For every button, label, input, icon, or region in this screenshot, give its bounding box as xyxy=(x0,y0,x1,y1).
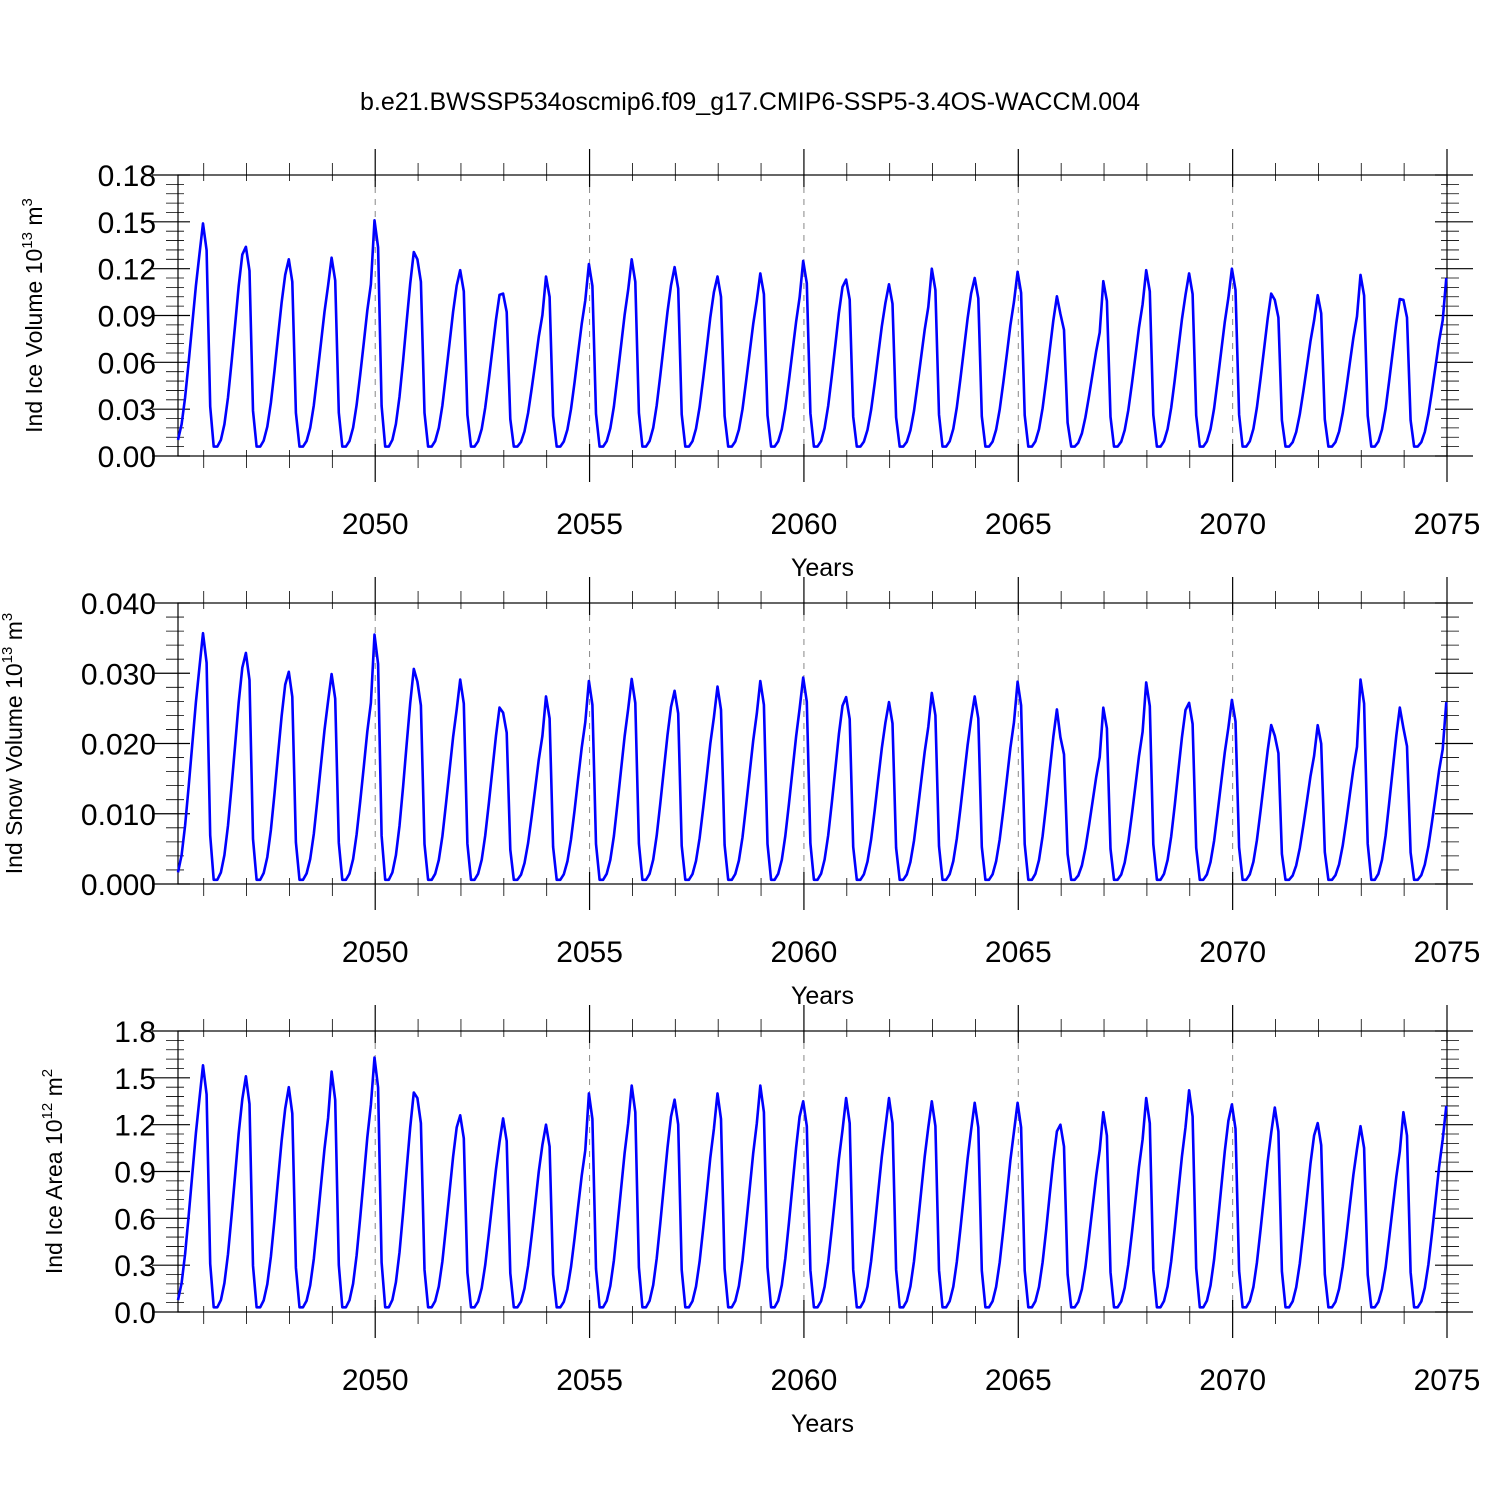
y-axis-label: Ind Ice Area 1012 m2 xyxy=(39,1069,67,1274)
panels: 0.00 0.03 0.06 0.09 0.12 0.15 0.18 2050 2055 2060… xyxy=(0,149,1480,1438)
y-tick-label: 1.2 xyxy=(114,1110,156,1143)
y-tick-label: 0.6 xyxy=(114,1203,156,1236)
y-tick-label: 0.020 xyxy=(81,729,156,762)
y-tick-label: 0.06 xyxy=(98,347,156,380)
x-tick-label: 2065 xyxy=(985,1364,1052,1397)
x-tick-label: 2075 xyxy=(1414,1364,1481,1397)
y-axis-label: Ind Ice Volume 1013 m3 xyxy=(19,198,47,433)
y-tick-label: 1.5 xyxy=(114,1063,156,1096)
x-tick-label: 2065 xyxy=(985,508,1052,541)
x-axis-label: Years xyxy=(791,982,854,1010)
x-tick-label: 2075 xyxy=(1414,508,1481,541)
y-tick-label: 0.0 xyxy=(114,1297,156,1330)
y-tick-label: 0.030 xyxy=(81,658,156,691)
y-tick-label: 0.3 xyxy=(114,1250,156,1283)
x-tick-label: 2050 xyxy=(342,1364,409,1397)
y-tick-label: 0.09 xyxy=(98,301,156,334)
x-tick-label: 2055 xyxy=(556,508,623,541)
x-axis-label: Years xyxy=(791,554,854,582)
x-tick-label: 2055 xyxy=(556,1364,623,1397)
x-tick-label: 2055 xyxy=(556,936,623,969)
y-tick-label: 0.010 xyxy=(81,799,156,832)
x-tick-label: 2070 xyxy=(1199,1364,1266,1397)
x-tick-label: 2060 xyxy=(771,936,838,969)
x-tick-label: 2050 xyxy=(342,936,409,969)
series-line xyxy=(176,631,1448,882)
x-tick-label: 2060 xyxy=(771,1364,838,1397)
x-tick-label: 2050 xyxy=(342,508,409,541)
x-tick-label: 2060 xyxy=(771,508,838,541)
x-tick-label: 2070 xyxy=(1199,508,1266,541)
x-tick-label: 2070 xyxy=(1199,936,1266,969)
figure-title: b.e21.BWSSP534oscmip6.f09_g17.CMIP6-SSP5… xyxy=(360,88,1140,116)
panel-1: 0.00 0.03 0.06 0.09 0.12 0.15 0.18 2050 2055 2060… xyxy=(19,149,1480,582)
y-tick-label: 1.8 xyxy=(114,1016,156,1049)
panel-3: 0.0 0.3 0.6 0.9 1.2 1.5 1.8 2050 2055 2060 2065 207… xyxy=(39,1005,1480,1438)
panel-2: 0.000 0.010 0.020 0.030 0.040 2050 2055 2060 206… xyxy=(0,577,1480,1010)
y-tick-label: 0.000 xyxy=(81,869,156,902)
series-line xyxy=(176,219,1448,448)
y-tick-label: 0.15 xyxy=(98,207,156,240)
series-line xyxy=(176,1056,1448,1309)
y-tick-label: 0.9 xyxy=(114,1157,156,1190)
y-tick-label: 0.12 xyxy=(98,254,156,287)
x-tick-label: 2065 xyxy=(985,936,1052,969)
y-tick-label: 0.00 xyxy=(98,441,156,474)
y-tick-label: 0.18 xyxy=(98,160,156,193)
y-axis-label: Ind Snow Volume 1013 m3 xyxy=(0,613,27,875)
x-tick-label: 2075 xyxy=(1414,936,1481,969)
x-axis-label: Years xyxy=(791,1410,854,1438)
y-tick-label: 0.040 xyxy=(81,588,156,621)
y-tick-label: 0.03 xyxy=(98,394,156,427)
